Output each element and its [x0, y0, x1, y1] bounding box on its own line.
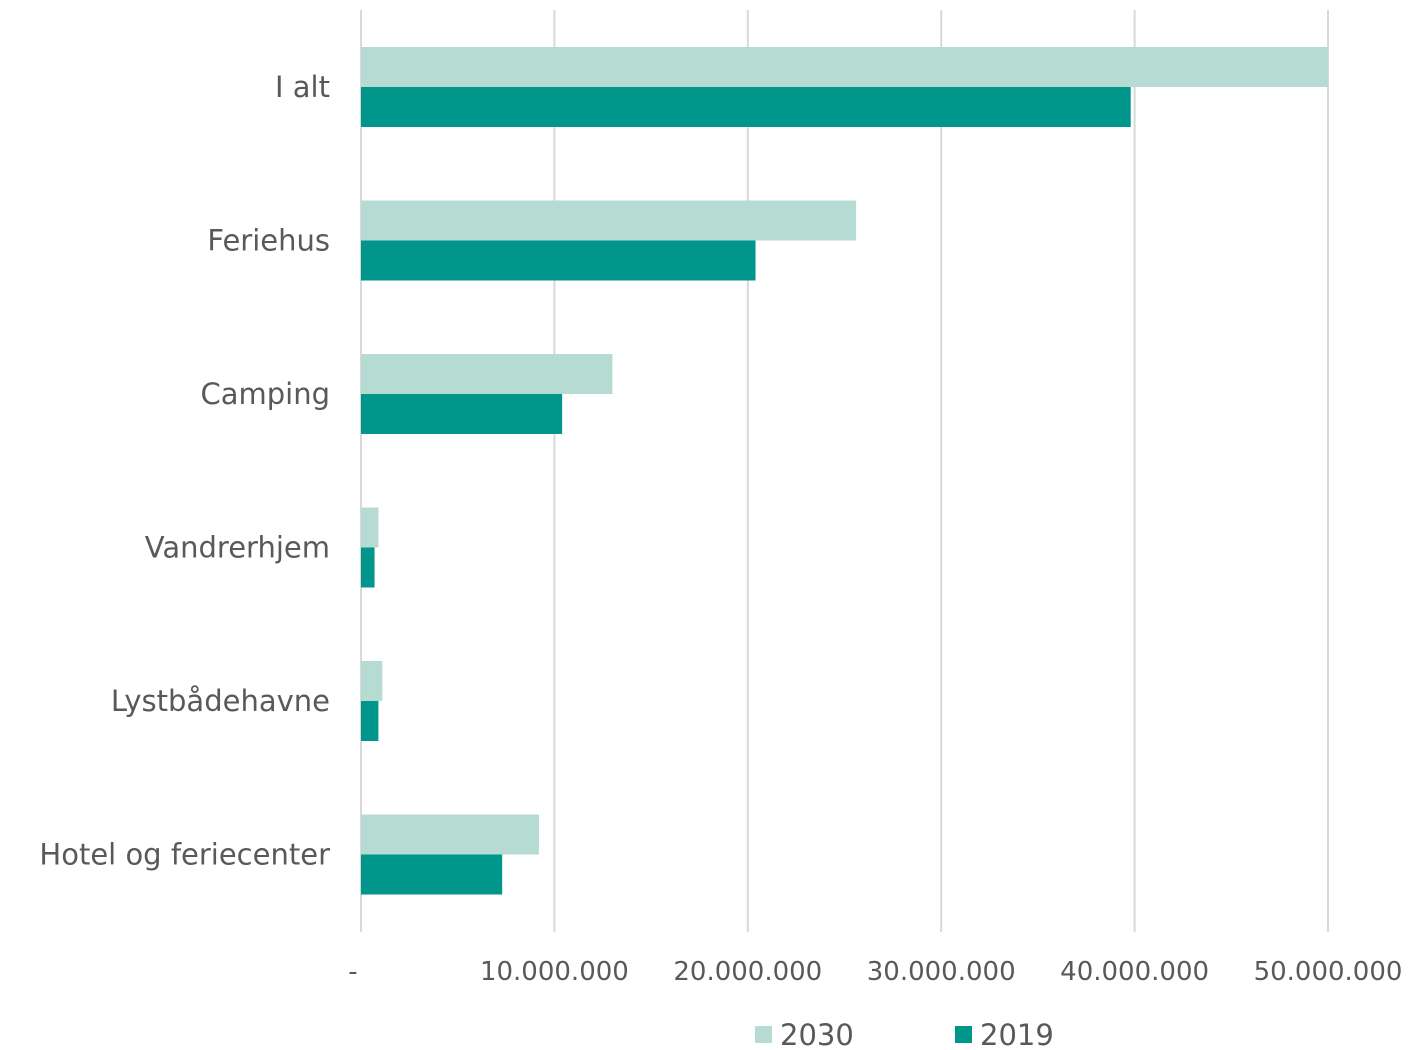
bar-2019-0 — [361, 87, 1131, 127]
bar-2019-5 — [361, 854, 503, 895]
category-label-2: Camping — [200, 377, 330, 411]
legend-label-2030: 2030 — [780, 1018, 854, 1050]
x-tick-label-2: 20.000.000 — [673, 957, 822, 987]
legend-swatch-2019 — [955, 1026, 972, 1043]
category-label-1: Feriehus — [207, 224, 330, 258]
x-tick-label-5: 50.000.000 — [1254, 957, 1403, 987]
category-label-4: Lystbådehavne — [111, 684, 330, 718]
bar-2030-0 — [361, 47, 1328, 87]
bar-2019-2 — [361, 394, 563, 434]
legend: 2030 2019 — [755, 1018, 1054, 1050]
bar-2030-5 — [361, 814, 539, 855]
bar-2030-1 — [361, 200, 857, 241]
x-tick-label-1: 10.000.000 — [480, 957, 629, 987]
legend-swatch-2030 — [755, 1026, 772, 1043]
category-label-3: Vandrerhjem — [145, 531, 330, 565]
bar-2019-1 — [361, 240, 756, 281]
x-tick-label-3: 30.000.000 — [867, 957, 1016, 987]
bars — [361, 47, 1328, 895]
legend-label-2019: 2019 — [980, 1018, 1054, 1050]
gridlines — [360, 10, 1329, 932]
bar-2030-2 — [361, 354, 613, 394]
bar-2030-3 — [361, 507, 379, 548]
x-axis-tick-labels: - 10.000.000 20.000.000 30.000.000 40.000.00… — [348, 957, 1402, 987]
bar-2030-4 — [361, 661, 383, 701]
x-tick-label-4: 40.000.000 — [1060, 957, 1209, 987]
bar-2019-3 — [361, 547, 375, 588]
category-labels: I alt Feriehus Camping Vandrerhjem Lystbådeh… — [39, 70, 330, 872]
x-tick-label-0: - — [348, 957, 357, 987]
category-label-5: Hotel og feriecenter — [39, 838, 330, 872]
category-label-0: I alt — [275, 70, 330, 104]
bar-2019-4 — [361, 701, 379, 741]
